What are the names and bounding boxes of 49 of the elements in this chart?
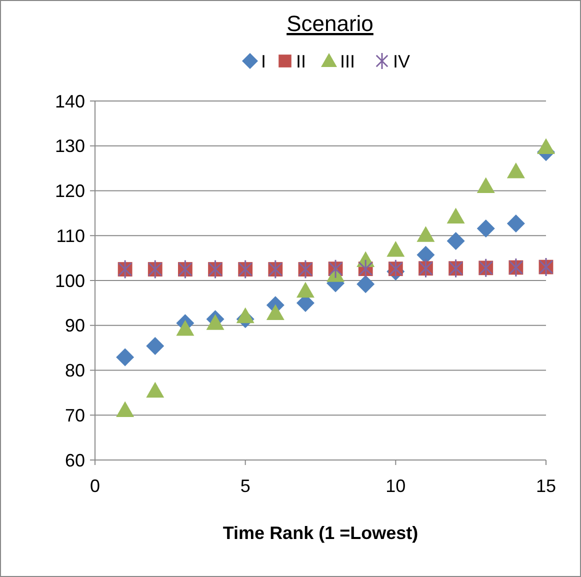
point <box>116 401 134 417</box>
point <box>268 260 282 280</box>
x-tick-label: 10 <box>386 476 406 496</box>
point <box>116 348 134 366</box>
legend-label: IV <box>393 51 410 72</box>
point <box>148 260 162 280</box>
x-axis-title: Time Rank (1 =Lowest) <box>222 523 418 543</box>
point <box>178 260 192 280</box>
y-tick-label: 120 <box>54 181 85 202</box>
point <box>446 208 465 224</box>
point <box>537 138 555 154</box>
legend-label: I <box>261 51 266 72</box>
point <box>208 260 222 280</box>
point <box>146 382 164 398</box>
point <box>206 314 224 330</box>
point <box>176 320 194 336</box>
point <box>356 275 375 294</box>
y-tick-label: 140 <box>54 91 85 112</box>
point <box>416 226 435 242</box>
y-tick-label: 80 <box>64 360 85 381</box>
point <box>266 304 284 320</box>
x-tick-label: 15 <box>536 476 556 496</box>
y-tick-label: 60 <box>64 450 85 470</box>
point <box>506 162 525 178</box>
legend-title: Scenario <box>286 11 374 36</box>
y-tick-label: 110 <box>56 226 85 246</box>
legend-label: II <box>296 51 306 72</box>
point <box>238 260 252 280</box>
point <box>418 258 433 278</box>
point <box>476 177 495 194</box>
x-tick-label: 5 <box>240 476 250 496</box>
x-tick-label: 0 <box>90 476 100 496</box>
point <box>296 282 314 298</box>
point <box>118 260 132 280</box>
y-tick-label: 100 <box>54 270 85 291</box>
point <box>478 258 493 278</box>
y-tick-label: 70 <box>64 405 85 426</box>
point <box>446 232 465 250</box>
point <box>298 260 313 280</box>
point <box>236 307 254 324</box>
point <box>506 214 525 233</box>
point <box>448 258 463 278</box>
legend-label: III <box>340 51 356 72</box>
point <box>476 219 495 238</box>
point <box>146 337 164 356</box>
point <box>508 258 523 278</box>
y-tick-label: 90 <box>64 316 85 336</box>
y-tick-label: 130 <box>54 136 85 156</box>
point <box>386 240 405 257</box>
